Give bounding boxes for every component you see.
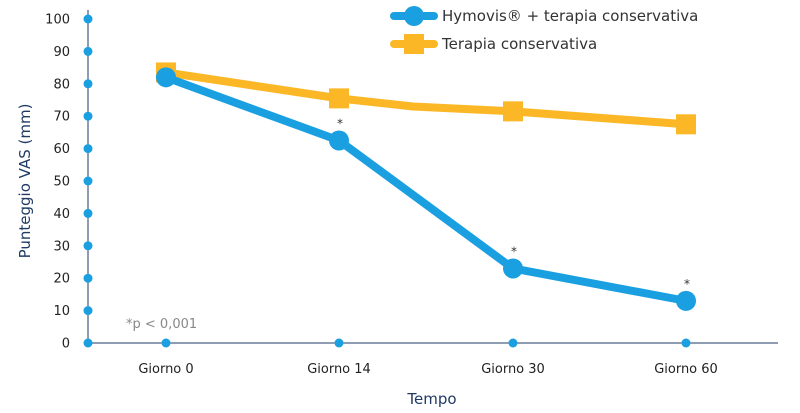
- data-point-marker: [676, 290, 696, 311]
- significance-marker: *: [511, 244, 517, 258]
- x-tick-dot: [161, 338, 171, 348]
- data-point-marker: [329, 130, 349, 151]
- data-point-marker: [676, 114, 696, 135]
- y-tick-dot: [83, 338, 93, 348]
- x-tick-dot: [508, 338, 518, 348]
- significance-note: *p < 0,001: [126, 317, 197, 332]
- y-tick-dot: [83, 176, 93, 186]
- legend: Hymovis® + terapia conservativa Terapia c…: [390, 6, 698, 54]
- y-tick-dot: [83, 14, 93, 24]
- series-line: [162, 73, 690, 305]
- legend-swatch-marker: [404, 34, 424, 54]
- y-tick-label: 90: [53, 45, 70, 60]
- data-point-marker: [156, 67, 176, 88]
- x-axis-title: Tempo: [406, 390, 456, 408]
- axes: 0 10 20 30 40 50 60 70 80 90 100 Giorno 0 Giorno 14 G…: [45, 10, 778, 377]
- x-tick-label: Giorno 30: [481, 362, 545, 377]
- x-tick-label: Giorno 14: [307, 362, 371, 377]
- y-tick-label: 60: [53, 142, 70, 157]
- legend-label: Hymovis® + terapia conservativa: [442, 7, 698, 25]
- y-tick-dot: [83, 208, 93, 218]
- series-line: [162, 68, 690, 129]
- x-tick-dot: [334, 338, 344, 348]
- y-tick-label: 50: [53, 175, 70, 190]
- y-tick-dot: [83, 144, 93, 154]
- x-tick-label: Giorno 0: [138, 362, 193, 377]
- series-layer: * * *: [156, 62, 696, 311]
- y-tick-label: 30: [53, 239, 70, 254]
- x-tick-label: Giorno 60: [654, 362, 718, 377]
- x-tick-dot: [681, 338, 691, 348]
- y-tick-label: 10: [53, 304, 70, 319]
- y-tick-label: 0: [62, 337, 70, 352]
- data-point-marker: [503, 258, 523, 279]
- y-tick-dot: [83, 111, 93, 121]
- y-tick-dot: [83, 273, 93, 283]
- significance-marker: *: [337, 117, 343, 131]
- significance-marker: *: [684, 277, 690, 291]
- y-tick-label: 100: [45, 13, 70, 28]
- data-point-marker: [329, 88, 349, 109]
- y-tick-label: 80: [53, 77, 70, 92]
- legend-swatch-marker: [404, 6, 424, 26]
- y-tick-dot: [83, 46, 93, 56]
- y-tick-dot: [83, 79, 93, 89]
- legend-label: Terapia conservativa: [441, 35, 597, 53]
- y-tick-label: 20: [53, 272, 70, 287]
- y-axis-title: Punteggio VAS (mm): [16, 104, 34, 259]
- y-tick-label: 40: [53, 207, 70, 222]
- data-point-marker: [503, 101, 523, 122]
- y-tick-dot: [83, 241, 93, 251]
- y-tick-label: 70: [53, 110, 70, 125]
- y-tick-dot: [83, 306, 93, 316]
